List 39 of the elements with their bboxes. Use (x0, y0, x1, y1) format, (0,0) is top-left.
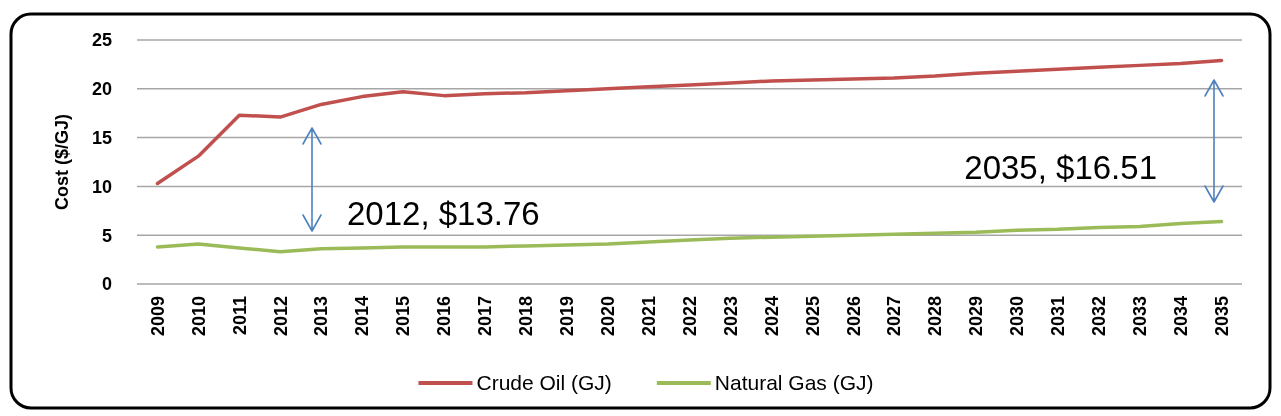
x-tick-label: 2027 (884, 296, 905, 337)
y-tick-label: 15 (91, 127, 112, 148)
x-tick-label: 2028 (925, 296, 946, 337)
x-tick-label: 2035 (1211, 296, 1232, 337)
y-tick-label: 5 (101, 225, 112, 246)
x-tick-label: 2034 (1170, 296, 1191, 337)
x-tick-label: 2012 (270, 296, 291, 337)
x-tick-label: 2016 (434, 296, 455, 337)
y-tick-label: 25 (91, 30, 112, 51)
x-tick-label: 2029 (966, 296, 987, 337)
x-tick-label: 2031 (1048, 296, 1069, 337)
x-tick-label: 2026 (843, 296, 864, 337)
x-tick-label: 2014 (352, 296, 373, 337)
x-tick-label: 2024 (761, 296, 782, 337)
x-tick-label: 2021 (638, 296, 659, 337)
x-tick-label: 2023 (720, 296, 741, 337)
x-tick-label: 2009 (147, 296, 168, 337)
x-tick-label: 2017 (475, 296, 496, 337)
x-tick-label: 2032 (1089, 296, 1110, 337)
x-tick-label: 2018 (516, 296, 537, 337)
x-tick-label: 2033 (1129, 296, 1150, 337)
x-tick-label: 2020 (597, 296, 618, 337)
annotation: 2035, $16.51 (964, 148, 1157, 186)
x-tick-label: 2010 (188, 296, 209, 337)
y-tick-label: 20 (91, 79, 112, 100)
legend-label: Crude Oil (GJ) (476, 371, 612, 395)
y-axis-title: Cost ($/GJ) (52, 113, 73, 211)
x-tick-label: 2030 (1007, 296, 1028, 337)
x-tick-label: 2022 (679, 296, 700, 337)
x-tick-label: 2015 (393, 296, 414, 337)
x-tick-label: 2013 (311, 296, 332, 337)
annotation: 2012, $13.76 (347, 194, 540, 232)
x-tick-label: 2011 (229, 296, 250, 336)
y-tick-label: 0 (101, 274, 112, 295)
line-series (155, 58, 1224, 186)
x-tick-label: 2025 (802, 296, 823, 337)
x-tick-label: 2019 (557, 296, 578, 337)
legend-label: Natural Gas (GJ) (714, 371, 874, 395)
y-tick-label: 10 (91, 176, 112, 197)
